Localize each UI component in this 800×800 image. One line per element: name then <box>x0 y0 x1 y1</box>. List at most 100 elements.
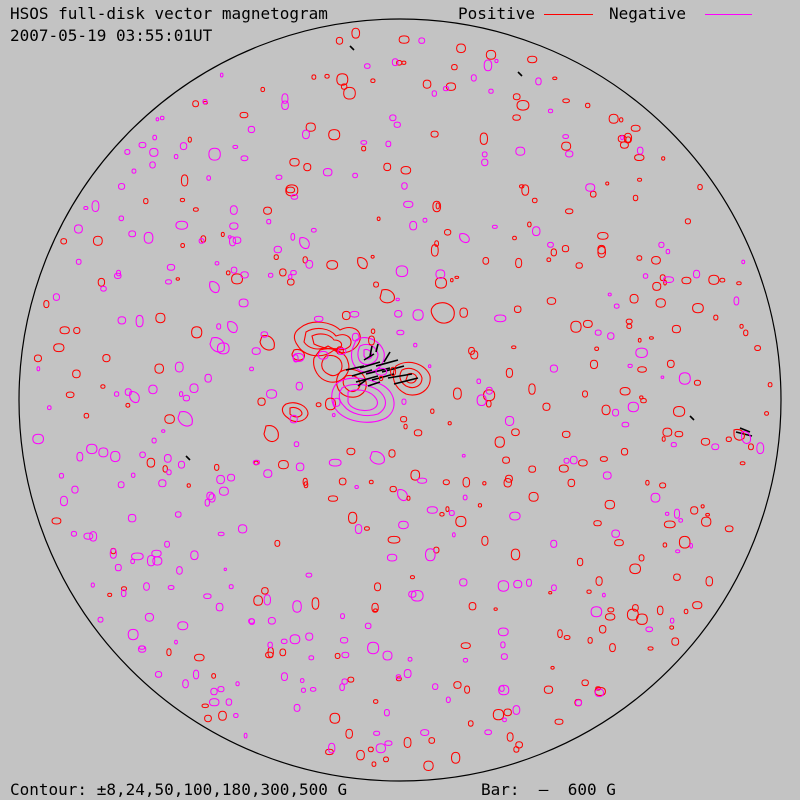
network-flux-contour <box>247 125 256 134</box>
network-flux-contour <box>343 86 356 100</box>
network-flux-contour <box>678 372 691 385</box>
network-flux-contour <box>673 508 681 519</box>
network-flux-contour <box>645 626 654 633</box>
network-flux-contour <box>70 530 78 537</box>
network-flux-contour <box>364 622 372 630</box>
network-flux-contour <box>203 593 212 600</box>
network-flux-contour <box>86 443 98 455</box>
network-flux-contour <box>125 402 131 408</box>
network-flux-contour <box>154 670 163 678</box>
network-flux-contour <box>636 613 648 625</box>
network-flux-contour <box>401 398 407 405</box>
network-flux-contour <box>257 397 266 406</box>
network-flux-contour <box>158 479 167 488</box>
network-flux-contour <box>430 130 439 138</box>
network-flux-contour <box>328 129 341 141</box>
network-flux-contour <box>422 217 428 223</box>
network-flux-contour <box>186 483 191 488</box>
network-flux-contour <box>118 215 125 222</box>
network-flux-contour <box>206 175 212 181</box>
network-flux-contour <box>626 323 633 330</box>
network-flux-contour <box>239 111 249 119</box>
network-flux-contour <box>459 307 469 318</box>
network-flux-contour <box>375 743 387 754</box>
network-flux-contour <box>263 594 272 606</box>
network-flux-contour <box>546 257 552 263</box>
network-flux-contour <box>631 604 639 612</box>
network-flux-contour <box>180 242 186 249</box>
network-flux-contour <box>562 134 570 140</box>
network-flux-contour <box>403 668 412 679</box>
network-flux-contour <box>240 155 249 162</box>
network-flux-contour <box>456 43 467 54</box>
network-flux-contour <box>346 447 356 456</box>
network-flux-contour <box>535 77 542 86</box>
network-flux-contour <box>531 226 541 237</box>
network-flux-contour <box>83 412 90 419</box>
network-flux-contour <box>398 520 409 530</box>
network-flux-contour <box>290 269 297 276</box>
network-flux-contour <box>671 637 680 646</box>
network-flux-contour <box>386 553 398 562</box>
network-flux-contour <box>584 102 591 109</box>
network-flux-contour <box>662 427 673 437</box>
network-flux-contour <box>719 277 726 283</box>
network-flux-contour <box>102 353 111 363</box>
network-flux-contour <box>512 93 521 101</box>
network-flux-contour <box>608 113 619 124</box>
network-flux-contour <box>659 482 667 489</box>
network-flux-contour <box>97 277 106 287</box>
network-flux-contour <box>83 532 94 540</box>
network-flux-contour <box>174 639 178 645</box>
network-flux-contour <box>563 457 570 464</box>
network-flux-contour <box>211 673 217 679</box>
network-flux-contour <box>593 520 602 527</box>
network-flux-contour <box>279 268 287 277</box>
network-flux-contour <box>488 88 494 94</box>
network-flux-contour <box>494 58 499 64</box>
network-flux-contour <box>648 336 654 340</box>
network-flux-contour <box>678 518 684 523</box>
network-flux-contour <box>337 347 347 356</box>
network-flux-contour <box>447 421 452 426</box>
network-flux-contour <box>189 383 199 394</box>
network-flux-contour <box>528 491 539 502</box>
network-flux-contour <box>485 399 492 408</box>
network-flux-contour <box>192 207 199 212</box>
bar-scale-note: Bar: — 600 G <box>481 780 616 799</box>
network-flux-contour <box>164 414 175 424</box>
network-flux-contour <box>292 352 305 363</box>
network-flux-contour <box>558 464 569 473</box>
network-flux-contour <box>167 584 175 591</box>
network-flux-contour <box>662 276 675 284</box>
network-flux-contour <box>599 456 608 462</box>
network-flux-contour <box>149 161 156 169</box>
network-flux-contour <box>315 402 322 408</box>
observation-timestamp: 2007-05-19 03:55:01UT <box>10 26 213 45</box>
network-flux-contour <box>280 672 289 682</box>
network-flux-contour <box>232 144 239 150</box>
network-flux-contour <box>625 318 633 325</box>
network-flux-contour <box>200 235 207 243</box>
network-flux-contour <box>173 153 179 160</box>
network-flux-contour <box>413 342 418 348</box>
legend-positive-label: Positive <box>458 4 536 23</box>
network-flux-contour <box>378 375 384 382</box>
network-flux-contour <box>178 391 184 398</box>
network-flux-contour <box>51 517 62 525</box>
network-flux-contour <box>733 296 740 306</box>
network-flux-contour <box>90 582 95 588</box>
network-flux-contour <box>594 346 600 352</box>
network-flux-contour <box>594 329 602 336</box>
network-flux-contour <box>260 86 266 93</box>
network-flux-contour <box>373 608 378 613</box>
network-flux-contour <box>403 200 414 209</box>
network-flux-contour <box>305 572 313 578</box>
network-flux-contour <box>226 473 236 482</box>
network-flux-contour <box>504 415 515 427</box>
network-flux-contour <box>426 506 438 514</box>
network-flux-contour <box>232 236 242 245</box>
network-flux-contour <box>230 266 238 274</box>
network-flux-contour <box>166 469 172 476</box>
network-flux-contour <box>638 554 645 562</box>
